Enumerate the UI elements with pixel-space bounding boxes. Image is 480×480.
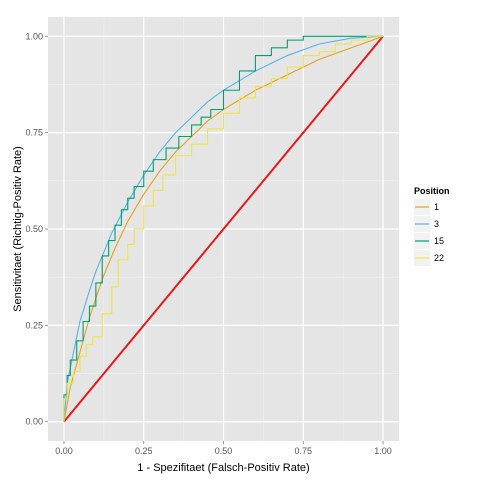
diagonal-layer [63,35,384,423]
legend-label-15: 15 [434,236,444,246]
x-axis-title: 1 - Spezifitaet (Falsch-Positiv Rate) [137,462,309,474]
y-axis-ticks: 0.00 0.25 0.50 0.75 1.00 [25,31,48,427]
series-line-22 [63,35,384,422]
series-line-15 [63,35,384,422]
x-tick-label: 0.25 [135,446,153,456]
x-tick-label: 0.50 [215,446,233,456]
y-tick-label: 0.50 [25,224,43,234]
legend-label-3: 3 [434,219,439,229]
y-tick-label: 0.75 [25,128,43,138]
legend: Position 1 3 15 22 [414,186,450,266]
x-tick-label: 1.00 [374,446,392,456]
y-tick-label: 0.00 [25,417,43,427]
legend-label-22: 22 [434,253,444,263]
y-tick-label: 0.25 [25,320,43,330]
x-axis-ticks: 0.00 0.25 0.50 0.75 1.00 [55,441,392,456]
series-line-1 [63,35,384,422]
reference-diagonal [63,35,384,423]
y-axis-title: Sensitivitaet (Richtig-Positiv Rate) [12,146,24,312]
legend-items: 1 3 15 22 [414,199,444,266]
legend-label-1: 1 [434,202,439,212]
series-line-3 [63,35,384,422]
legend-title: Position [414,186,450,196]
y-tick-label: 1.00 [25,31,43,41]
x-tick-label: 0.75 [295,446,313,456]
series-layer [63,35,384,422]
x-tick-label: 0.00 [55,446,73,456]
